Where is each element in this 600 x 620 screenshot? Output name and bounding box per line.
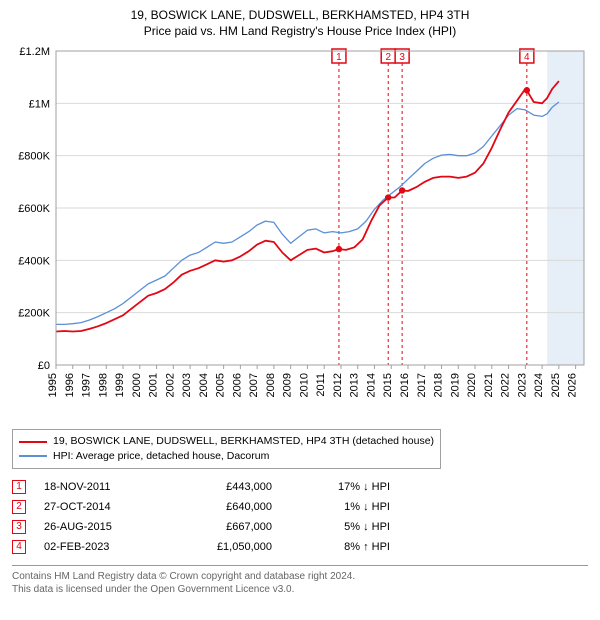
- legend-swatch: [19, 441, 47, 443]
- sale-date: 26-AUG-2015: [44, 521, 154, 533]
- svg-text:2016: 2016: [399, 373, 411, 397]
- svg-text:2019: 2019: [449, 373, 461, 397]
- svg-text:2010: 2010: [298, 373, 310, 397]
- svg-text:£600K: £600K: [18, 203, 50, 215]
- sales-table: 1 18-NOV-2011 £443,000 17% ↓ HPI 2 27-OCT-201…: [12, 477, 588, 557]
- svg-text:£400K: £400K: [18, 256, 50, 268]
- svg-text:2009: 2009: [282, 373, 294, 397]
- sale-vs-hpi: 17% ↓ HPI: [290, 481, 390, 493]
- svg-text:2025: 2025: [550, 373, 562, 397]
- footnote-line2: This data is licensed under the Open Gov…: [12, 583, 588, 596]
- svg-text:2017: 2017: [416, 373, 428, 397]
- sale-marker-icon: 2: [12, 500, 26, 514]
- chart-titles: 19, BOSWICK LANE, DUDSWELL, BERKHAMSTED,…: [12, 8, 588, 39]
- svg-text:2: 2: [385, 52, 391, 63]
- chart-plot-area: £0 £200K £400K £600K £800K £1M £1.2M 1995 1996 19…: [12, 45, 588, 425]
- svg-text:1: 1: [336, 52, 342, 63]
- sale-date: 02-FEB-2023: [44, 541, 154, 553]
- svg-text:2023: 2023: [516, 373, 528, 397]
- legend-swatch: [19, 455, 47, 457]
- svg-text:2014: 2014: [365, 373, 377, 397]
- svg-text:£800K: £800K: [18, 151, 50, 163]
- sale-date: 18-NOV-2011: [44, 481, 154, 493]
- sale-price: £640,000: [172, 501, 272, 513]
- svg-text:1998: 1998: [97, 373, 109, 397]
- svg-text:2024: 2024: [533, 373, 545, 397]
- svg-text:2003: 2003: [181, 373, 193, 397]
- sale-vs-hpi: 1% ↓ HPI: [290, 501, 390, 513]
- sale-marker-icon: 4: [12, 540, 26, 554]
- svg-text:2004: 2004: [198, 373, 210, 397]
- sale-price: £667,000: [172, 521, 272, 533]
- svg-text:2007: 2007: [248, 373, 260, 397]
- svg-text:2011: 2011: [315, 373, 327, 397]
- title-address: 19, BOSWICK LANE, DUDSWELL, BERKHAMSTED,…: [12, 8, 588, 24]
- svg-text:2006: 2006: [231, 373, 243, 397]
- legend-row: HPI: Average price, detached house, Daco…: [19, 449, 434, 464]
- sale-marker-icon: 3: [12, 520, 26, 534]
- footnote-line1: Contains HM Land Registry data © Crown c…: [12, 570, 588, 583]
- svg-text:1999: 1999: [114, 373, 126, 397]
- svg-text:2026: 2026: [567, 373, 579, 397]
- svg-text:2021: 2021: [483, 373, 495, 397]
- line-chart-svg: £0 £200K £400K £600K £800K £1M £1.2M 1995 1996 19…: [12, 45, 588, 425]
- svg-text:2015: 2015: [382, 373, 394, 397]
- svg-text:2005: 2005: [215, 373, 227, 397]
- svg-text:£1.2M: £1.2M: [19, 46, 50, 58]
- legend-label: 19, BOSWICK LANE, DUDSWELL, BERKHAMSTED,…: [53, 434, 434, 449]
- legend-row: 19, BOSWICK LANE, DUDSWELL, BERKHAMSTED,…: [19, 434, 434, 449]
- svg-text:2018: 2018: [433, 373, 445, 397]
- sale-vs-hpi: 8% ↑ HPI: [290, 541, 390, 553]
- sale-marker-icon: 1: [12, 480, 26, 494]
- svg-text:2000: 2000: [131, 373, 143, 397]
- chart-footnote: Contains HM Land Registry data © Crown c…: [12, 565, 588, 596]
- title-subtitle: Price paid vs. HM Land Registry's House …: [12, 24, 588, 40]
- svg-text:2001: 2001: [148, 373, 160, 397]
- svg-text:2022: 2022: [500, 373, 512, 397]
- svg-text:2012: 2012: [332, 373, 344, 397]
- sales-row: 1 18-NOV-2011 £443,000 17% ↓ HPI: [12, 477, 588, 497]
- chart-container: 19, BOSWICK LANE, DUDSWELL, BERKHAMSTED,…: [0, 0, 600, 620]
- sale-date: 27-OCT-2014: [44, 501, 154, 513]
- sales-row: 3 26-AUG-2015 £667,000 5% ↓ HPI: [12, 517, 588, 537]
- sales-row: 2 27-OCT-2014 £640,000 1% ↓ HPI: [12, 497, 588, 517]
- legend-label: HPI: Average price, detached house, Daco…: [53, 449, 269, 464]
- svg-text:£1M: £1M: [29, 99, 50, 111]
- svg-text:4: 4: [524, 52, 530, 63]
- chart-legend: 19, BOSWICK LANE, DUDSWELL, BERKHAMSTED,…: [12, 429, 441, 468]
- sale-vs-hpi: 5% ↓ HPI: [290, 521, 390, 533]
- svg-text:2002: 2002: [164, 373, 176, 397]
- sale-price: £443,000: [172, 481, 272, 493]
- svg-text:3: 3: [399, 52, 405, 63]
- svg-text:1996: 1996: [64, 373, 76, 397]
- sale-price: £1,050,000: [172, 541, 272, 553]
- sales-row: 4 02-FEB-2023 £1,050,000 8% ↑ HPI: [12, 537, 588, 557]
- svg-text:£200K: £200K: [18, 308, 50, 320]
- svg-text:2013: 2013: [349, 373, 361, 397]
- svg-text:1995: 1995: [47, 373, 59, 397]
- svg-text:£0: £0: [38, 360, 50, 372]
- svg-text:2020: 2020: [466, 373, 478, 397]
- svg-text:2008: 2008: [265, 373, 277, 397]
- svg-text:1997: 1997: [81, 373, 93, 397]
